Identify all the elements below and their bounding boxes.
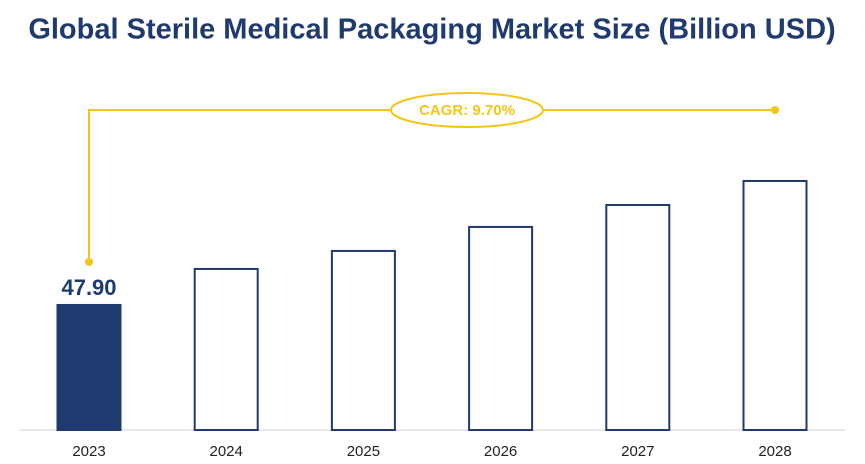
- bar: [742, 180, 808, 431]
- chart-title: Global Sterile Medical Packaging Market …: [28, 14, 835, 46]
- x-tick-label: 2023: [72, 443, 105, 460]
- bar: [56, 303, 122, 432]
- cagr-label: CAGR: 9.70%: [419, 102, 515, 119]
- x-tick-label: 2027: [621, 443, 654, 460]
- bar: [193, 267, 259, 431]
- x-tick-label: 2026: [484, 443, 517, 460]
- bar: [330, 249, 396, 431]
- bar: [468, 225, 534, 431]
- cagr-line: [88, 109, 775, 262]
- bar: [605, 204, 671, 431]
- data-label: 47.90: [61, 275, 116, 300]
- cagr-dot: [85, 257, 93, 266]
- cagr-ellipse: [390, 92, 544, 128]
- cagr-dot: [771, 106, 779, 114]
- x-tick-label: 2024: [210, 443, 243, 460]
- x-tick-label: 2025: [347, 443, 380, 460]
- x-tick-label: 2028: [758, 443, 791, 460]
